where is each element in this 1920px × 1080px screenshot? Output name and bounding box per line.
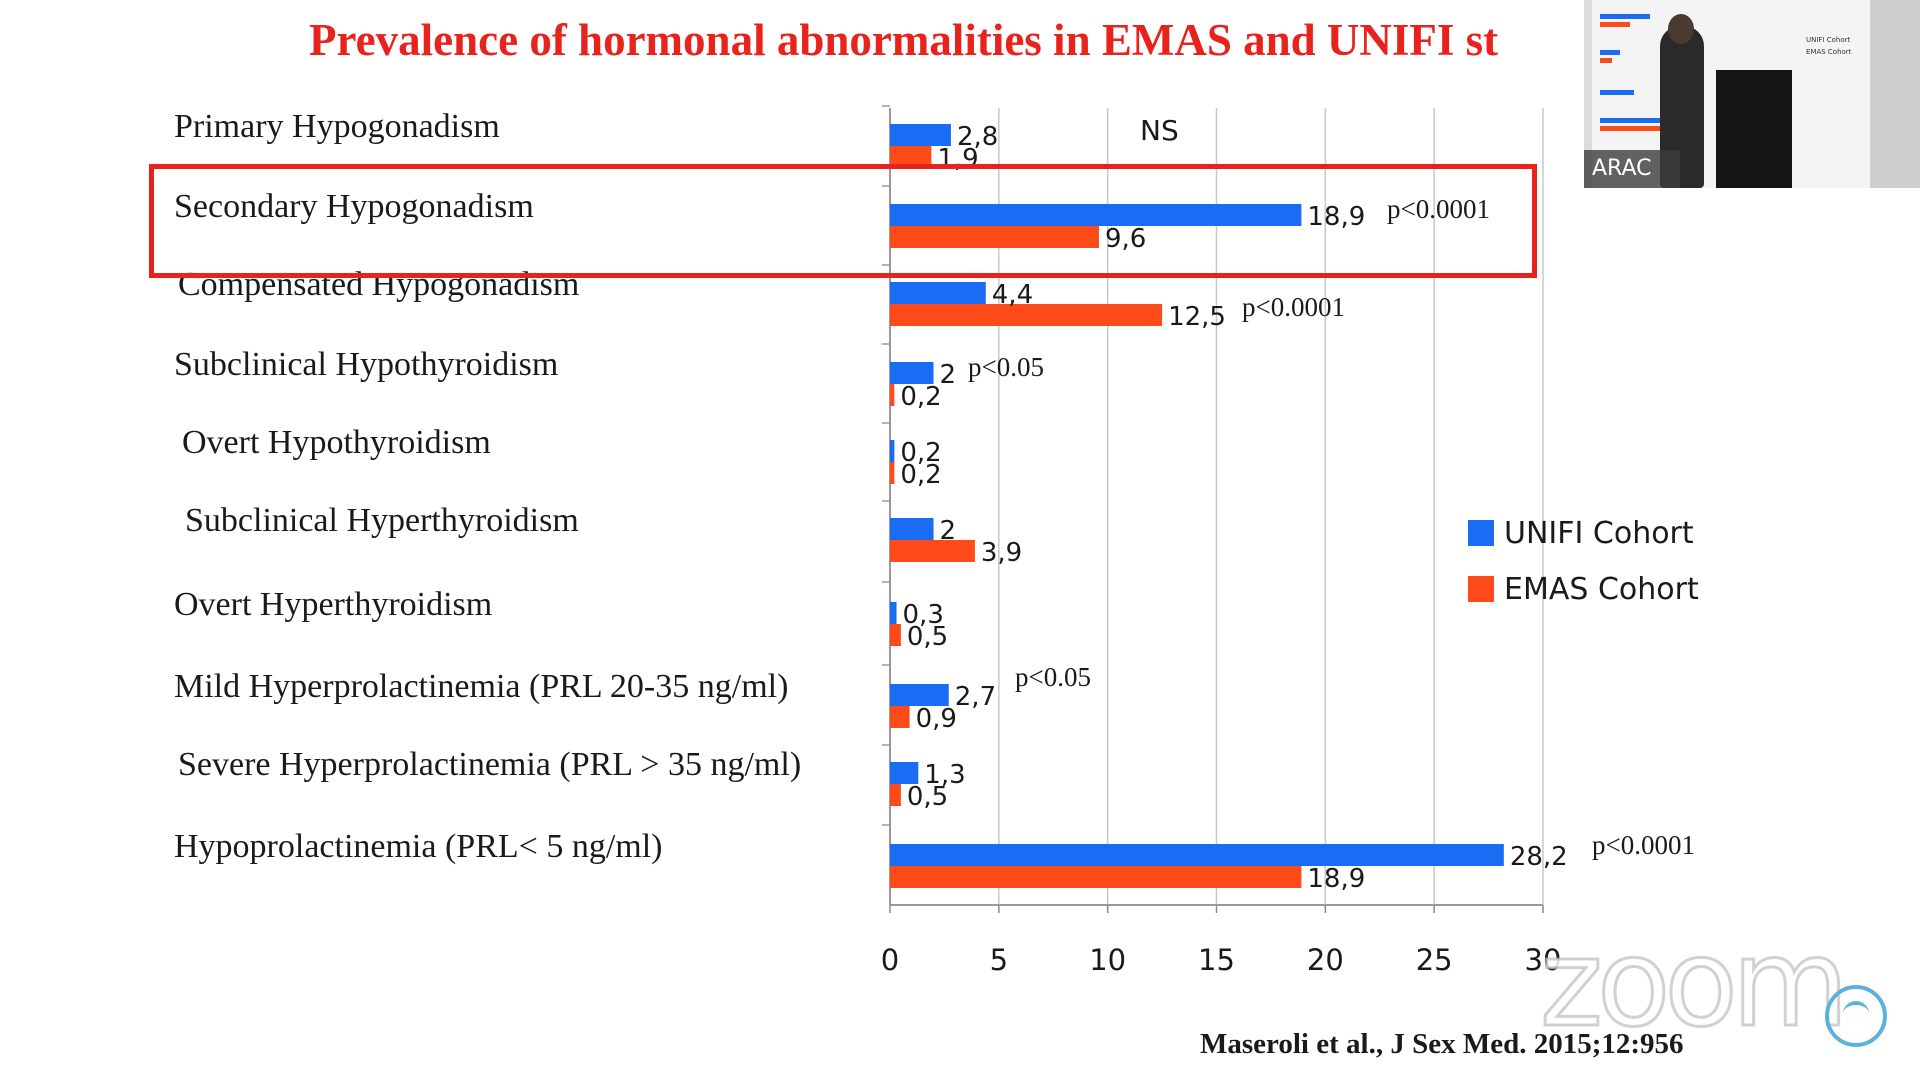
video-wall bbox=[1870, 0, 1920, 188]
video-mini-legend-unifi: UNIFI Cohort bbox=[1806, 36, 1851, 44]
significance-label: p<0.0001 bbox=[1242, 292, 1345, 322]
legend-item-unifi: UNIFI Cohort bbox=[1468, 505, 1699, 561]
value-label-emas: 1,9 bbox=[937, 144, 978, 174]
value-label-emas: 12,5 bbox=[1168, 302, 1226, 332]
bar-unifi bbox=[890, 844, 1504, 866]
highlight-box-secondary-hypogonadism bbox=[149, 164, 1537, 278]
x-tick-label: 5 bbox=[990, 943, 1008, 977]
value-label-emas: 0,5 bbox=[907, 782, 948, 812]
legend-label-emas: EMAS Cohort bbox=[1504, 571, 1699, 607]
category-label: Compensated Hypogonadism bbox=[178, 266, 579, 303]
video-mini-bar bbox=[1600, 14, 1650, 19]
value-label-unifi: 0,2 bbox=[900, 438, 941, 468]
x-tick-label: 25 bbox=[1416, 943, 1453, 977]
x-tick-label: 10 bbox=[1089, 943, 1126, 977]
bar-emas bbox=[890, 624, 901, 646]
significance-label: p<0.05 bbox=[968, 352, 1044, 382]
citation: Maseroli et al., J Sex Med. 2015;12:956 bbox=[1200, 1028, 1684, 1060]
value-label-emas: 0,2 bbox=[900, 382, 941, 412]
value-label-emas: 0,2 bbox=[900, 460, 941, 490]
value-label-unifi: 18,9 bbox=[1307, 202, 1365, 232]
video-mini-bar bbox=[1600, 22, 1630, 27]
podium bbox=[1716, 70, 1792, 188]
bar-unifi bbox=[890, 762, 919, 784]
x-tick-label: 0 bbox=[881, 943, 899, 977]
value-label-emas: 9,6 bbox=[1105, 224, 1146, 254]
value-label-unifi: 1,3 bbox=[924, 760, 965, 790]
bar-emas bbox=[890, 384, 895, 406]
bar-emas bbox=[890, 540, 975, 562]
zoom-watermark: zoom bbox=[1539, 915, 1851, 1054]
category-label: Mild Hyperprolactinemia (PRL 20-35 ng/ml… bbox=[174, 668, 788, 705]
video-mini-bar bbox=[1600, 90, 1634, 95]
participant-name-tag: ARAC bbox=[1584, 150, 1680, 188]
value-label-emas: 18,9 bbox=[1307, 864, 1365, 894]
category-label: Overt Hypothyroidism bbox=[182, 424, 491, 461]
bar-emas bbox=[890, 304, 1163, 326]
value-label-unifi: 2,8 bbox=[957, 122, 998, 152]
bar-unifi bbox=[890, 518, 934, 540]
x-tick-label: 20 bbox=[1307, 943, 1344, 977]
category-label: Hypoprolactinemia (PRL< 5 ng/ml) bbox=[174, 828, 662, 865]
value-label-unifi: 0,3 bbox=[903, 600, 944, 630]
speaker-head bbox=[1668, 14, 1694, 44]
value-label-unifi: 2 bbox=[940, 516, 957, 546]
legend-label-unifi: UNIFI Cohort bbox=[1504, 515, 1694, 551]
category-label: Primary Hypogonadism bbox=[174, 108, 500, 145]
value-label-unifi: 2 bbox=[940, 360, 957, 390]
bar-emas bbox=[890, 146, 932, 168]
category-label: Subclinical Hyperthyroidism bbox=[185, 502, 579, 539]
x-tick-label: 30 bbox=[1525, 943, 1562, 977]
x-tick-label: 15 bbox=[1198, 943, 1235, 977]
legend: UNIFI Cohort EMAS Cohort bbox=[1468, 505, 1699, 617]
significance-label: p<0.05 bbox=[1015, 662, 1091, 692]
value-label-unifi: 4,4 bbox=[992, 280, 1033, 310]
value-label-unifi: 2,7 bbox=[955, 682, 996, 712]
bar-unifi bbox=[890, 124, 951, 146]
legend-swatch-unifi bbox=[1468, 520, 1494, 546]
value-label-unifi: 28,2 bbox=[1510, 842, 1568, 872]
bar-emas bbox=[890, 462, 895, 484]
bar-emas bbox=[890, 706, 910, 728]
bar-unifi bbox=[890, 362, 934, 384]
slide-title: Prevalence of hormonal abnormalities in … bbox=[309, 15, 1499, 65]
labels: 0 5 10 15 20 25 30 Primary Hypogonadism Secondar… bbox=[174, 108, 1695, 977]
value-label-emas: 3,9 bbox=[981, 538, 1022, 568]
bar-unifi bbox=[890, 602, 897, 624]
legend-item-emas: EMAS Cohort bbox=[1468, 561, 1699, 617]
bar-emas bbox=[890, 784, 901, 806]
bars bbox=[890, 124, 1504, 888]
video-mini-bar bbox=[1600, 58, 1612, 63]
value-label-emas: 0,9 bbox=[916, 704, 957, 734]
video-mini-bar bbox=[1600, 118, 1680, 123]
significance-ns-label: NS bbox=[1140, 114, 1179, 147]
bar-emas bbox=[890, 866, 1302, 888]
bar-unifi bbox=[890, 684, 949, 706]
video-mini-bar bbox=[1600, 50, 1620, 55]
bar-unifi bbox=[890, 282, 986, 304]
category-label: Severe Hyperprolactinemia (PRL > 35 ng/m… bbox=[178, 746, 801, 783]
category-label: Secondary Hypogonadism bbox=[174, 188, 534, 225]
video-mini-bar bbox=[1600, 126, 1660, 131]
category-label: Overt Hyperthyroidism bbox=[174, 586, 492, 623]
bar-unifi bbox=[890, 440, 895, 462]
significance-label: p<0.0001 bbox=[1592, 830, 1695, 860]
video-mini-legend-emas: EMAS Cohort bbox=[1806, 48, 1852, 56]
bar-unifi bbox=[890, 204, 1302, 226]
participant-video[interactable]: UNIFI Cohort EMAS Cohort ARAC bbox=[1584, 0, 1920, 188]
value-label-emas: 0,5 bbox=[907, 622, 948, 652]
bar-emas bbox=[890, 226, 1099, 248]
conference-logo-icon bbox=[1825, 985, 1887, 1047]
legend-swatch-emas bbox=[1468, 576, 1494, 602]
category-label: Subclinical Hypothyroidism bbox=[174, 346, 558, 383]
significance-label: p<0.0001 bbox=[1387, 194, 1490, 224]
